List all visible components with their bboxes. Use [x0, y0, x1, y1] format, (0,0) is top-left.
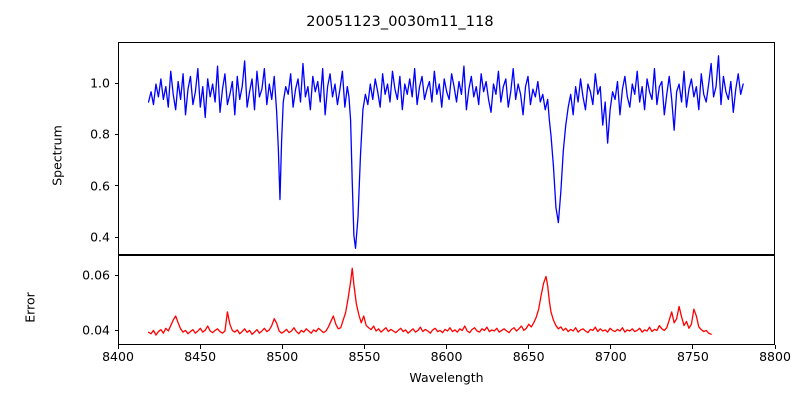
spectrum-line-series — [147, 55, 744, 249]
xtick-mark — [692, 345, 694, 349]
ytick-label: 0.4 — [90, 229, 110, 245]
xtick-mark — [117, 345, 119, 349]
xtick-label: 8800 — [759, 349, 791, 364]
xtick-label: 8450 — [184, 349, 217, 364]
ytick-label: 0.8 — [90, 126, 110, 142]
xtick-mark — [281, 345, 283, 349]
ytick-label: 0.06 — [82, 267, 110, 283]
xtick-label: 8550 — [348, 349, 381, 364]
xtick-mark — [363, 345, 365, 349]
xtick-label: 8700 — [594, 349, 627, 364]
xtick-mark — [528, 345, 530, 349]
ytick-label: 0.04 — [82, 322, 110, 338]
xtick-label: 8650 — [512, 349, 545, 364]
ytick-mark — [114, 133, 118, 135]
xtick-mark — [446, 345, 448, 349]
xtick-label: 8400 — [102, 349, 134, 364]
wavelength-axis-label: Wavelength — [409, 370, 484, 385]
page-title: 20051123_0030m11_118 — [306, 14, 494, 30]
ytick-mark — [114, 185, 118, 187]
xtick-mark — [199, 345, 201, 349]
spectrum-axis-label: Spectrum — [49, 125, 65, 186]
error-line-series — [147, 267, 712, 336]
error-plot-area — [118, 255, 775, 345]
spectrum-plot-area — [118, 42, 775, 255]
error-axis-label: Error — [22, 292, 38, 323]
xtick-label: 8600 — [430, 349, 463, 364]
ytick-label: 0.6 — [90, 178, 110, 194]
ytick-mark — [114, 82, 118, 84]
xtick-label: 8500 — [266, 349, 299, 364]
ytick-mark — [114, 274, 118, 277]
ytick-mark — [114, 236, 118, 238]
ytick-label: 1.0 — [90, 75, 110, 91]
xtick-mark — [774, 345, 776, 349]
xtick-mark — [610, 345, 612, 349]
xtick-label: 8750 — [676, 349, 709, 364]
ytick-mark — [114, 329, 118, 331]
